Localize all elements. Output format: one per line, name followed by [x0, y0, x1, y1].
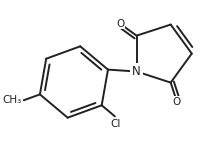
Text: CH₃: CH₃: [3, 95, 22, 105]
Text: N: N: [132, 65, 141, 78]
Text: O: O: [116, 19, 125, 29]
Text: Cl: Cl: [111, 119, 121, 129]
Text: O: O: [173, 97, 181, 107]
